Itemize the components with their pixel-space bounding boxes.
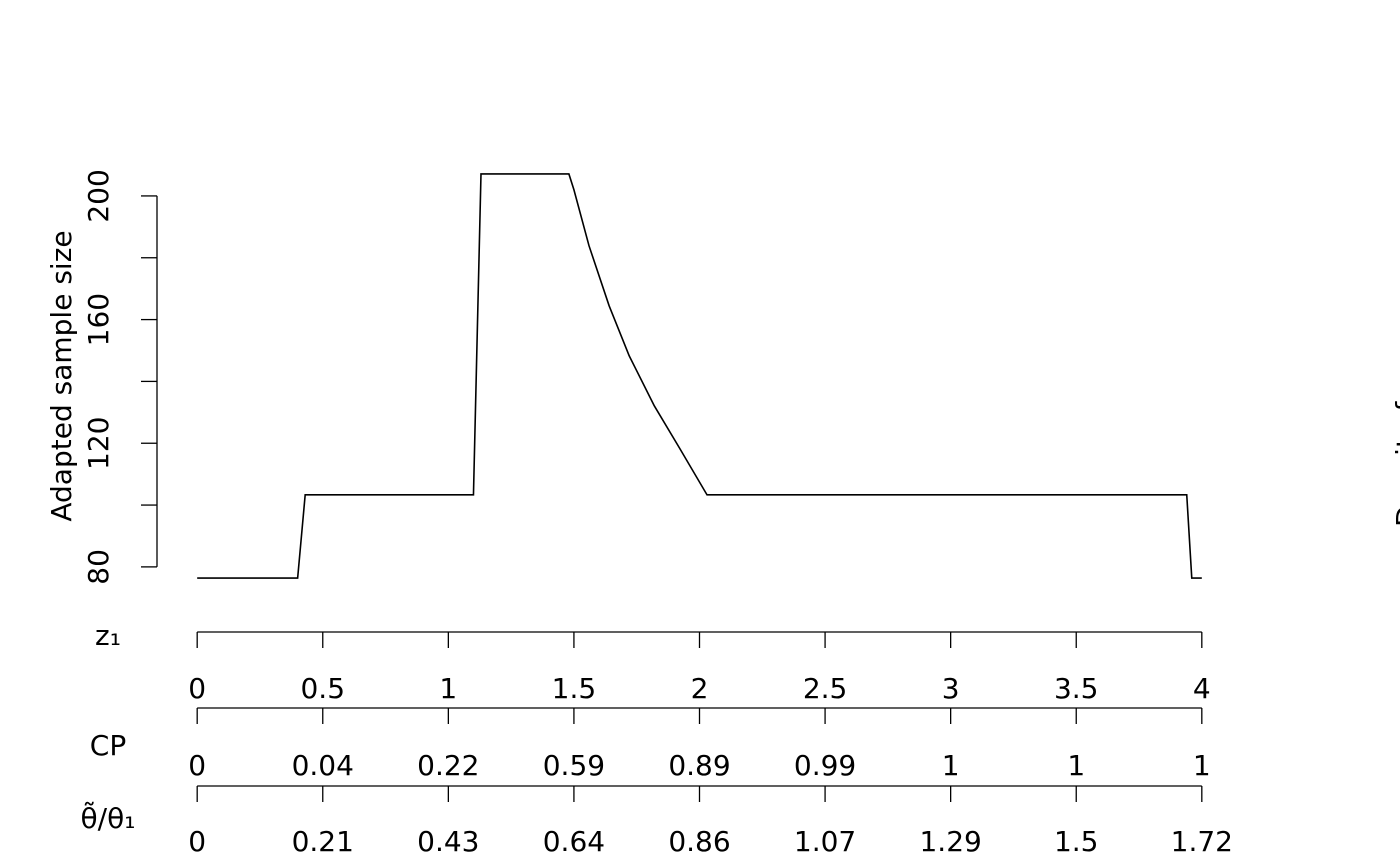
secondary-tick-label: 0.64 [543,825,605,858]
x-tick-label: 2 [691,672,709,705]
secondary-tick-label: 0.21 [292,825,354,858]
right-axis-label: Density for z [1390,350,1400,527]
y-tick-label: 120 [82,417,115,470]
secondary-axis-label: CP [90,729,126,762]
secondary-tick-label: 1 [1067,749,1085,782]
secondary-tick-label: 0.22 [417,749,479,782]
secondary-tick-label: 1.29 [919,825,981,858]
secondary-tick-label: 0.43 [417,825,479,858]
x-tick-label: 3 [942,672,960,705]
y-axis-label: Adapted sample size [45,230,78,521]
secondary-tick-label: 0.59 [543,749,605,782]
x-tick-label: 4 [1193,672,1211,705]
secondary-tick-label: 0 [188,749,206,782]
secondary-tick-label: 0.99 [794,749,856,782]
y-tick-label: 160 [82,293,115,346]
secondary-tick-label: 0.89 [668,749,730,782]
x-tick-label: 1.5 [552,672,597,705]
x-tick-label: 1 [439,672,457,705]
secondary-tick-label: 0 [188,825,206,858]
secondary-tick-label: 0.86 [668,825,730,858]
x-tick-label: 3.5 [1054,672,1099,705]
x-tick-label: 2.5 [803,672,848,705]
y-tick-label: 80 [82,549,115,585]
x-tick-label: 0 [188,672,206,705]
secondary-tick-label: 1 [1193,749,1211,782]
secondary-tick-label: 1.07 [794,825,856,858]
x-tick-label: 0.5 [300,672,345,705]
secondary-axis-label: θ̃/θ₁ [81,801,136,835]
secondary-tick-label: 1.5 [1054,825,1099,858]
secondary-tick-label: 1 [942,749,960,782]
x-axis-label: z₁ [95,619,121,652]
secondary-tick-label: 1.72 [1171,825,1233,858]
y-tick-label: 200 [82,169,115,222]
secondary-tick-label: 0.04 [292,749,354,782]
data-line [197,173,1202,579]
